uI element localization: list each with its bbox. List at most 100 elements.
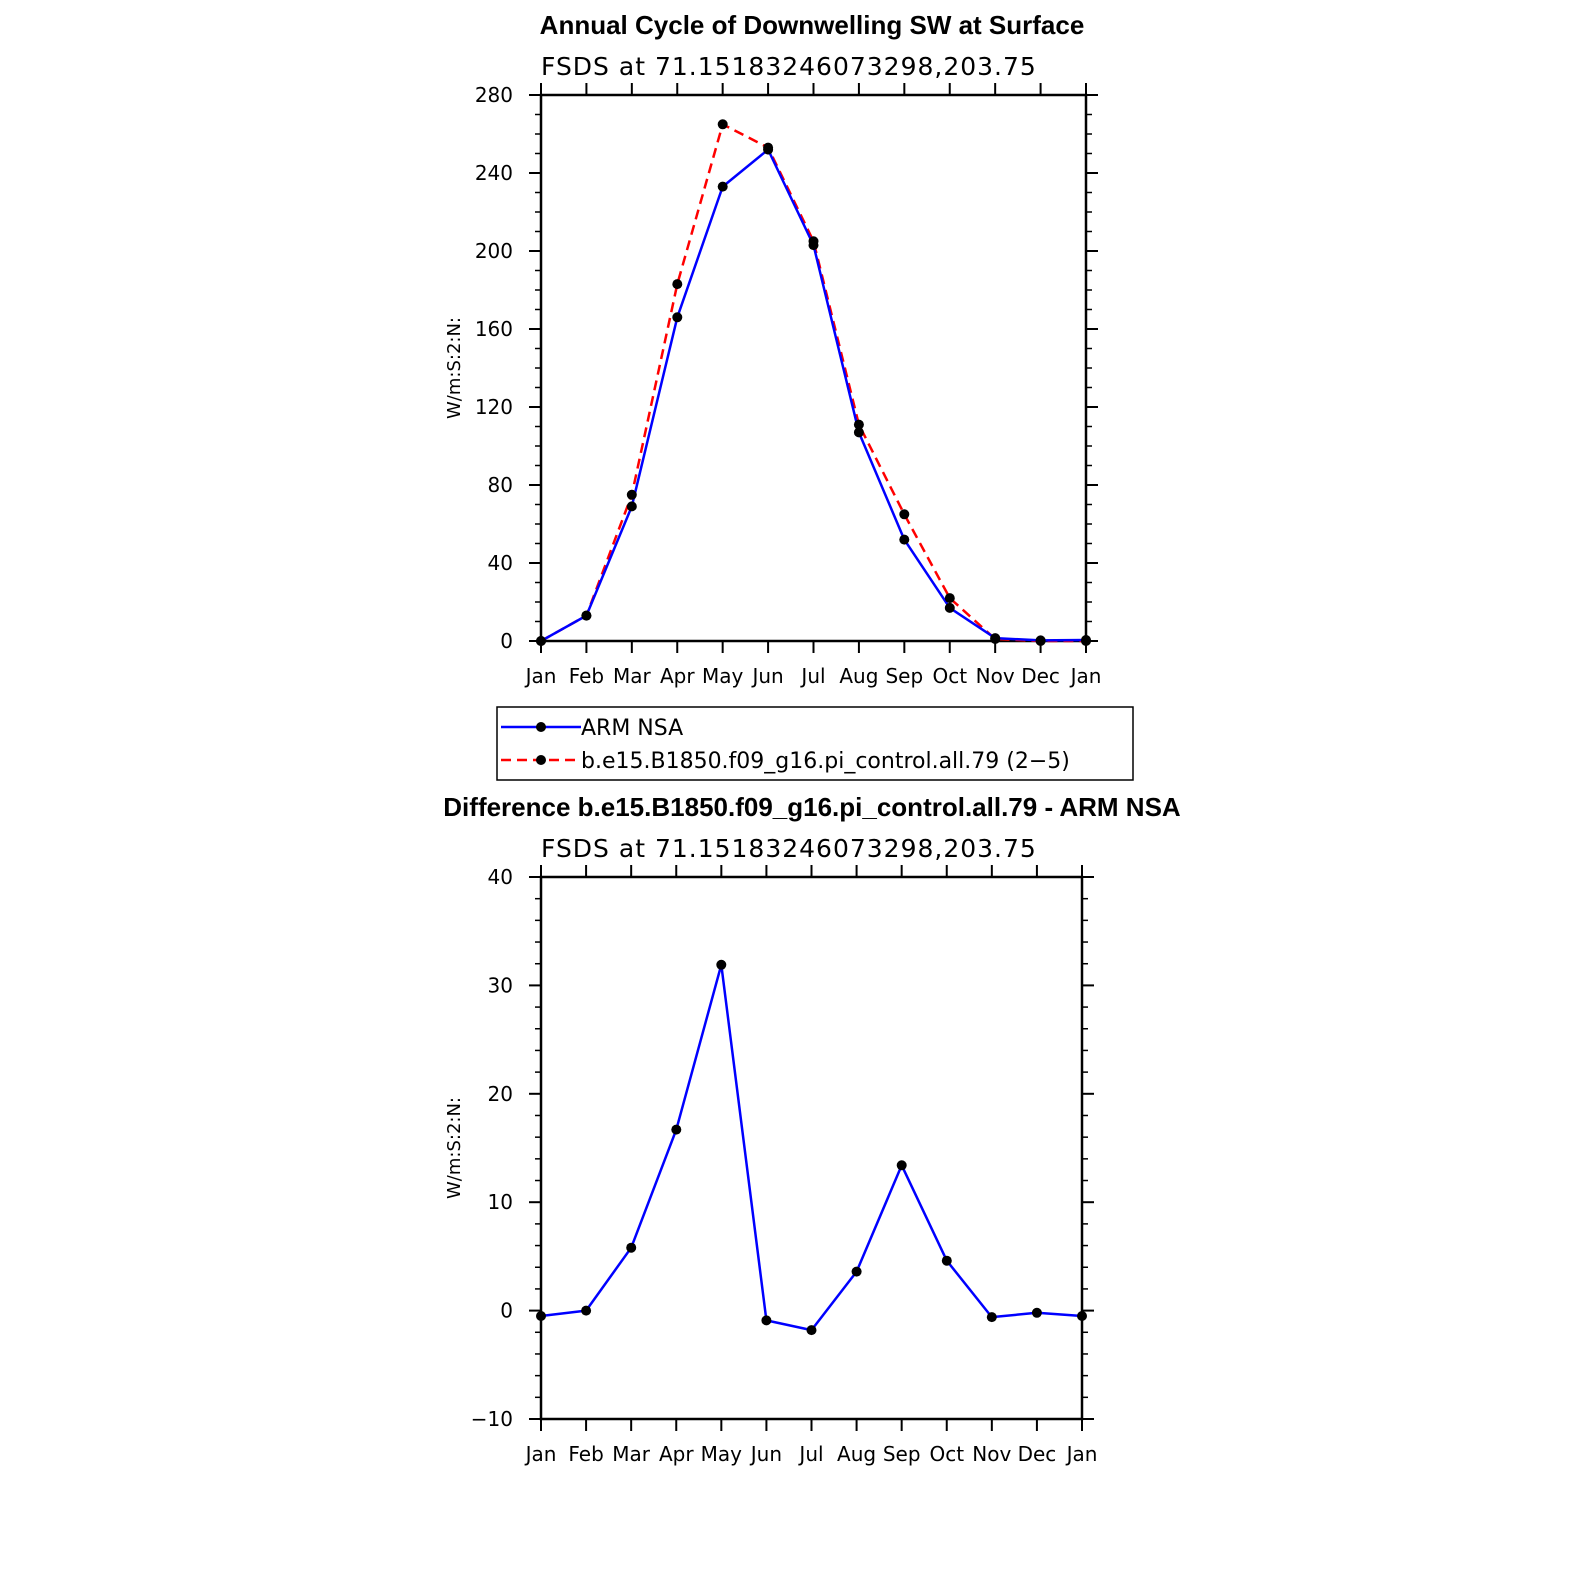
- y-tick-label: 40: [488, 551, 513, 575]
- data-point: [717, 119, 728, 130]
- chart-title: Difference b.e15.B1850.f09_g16.pi_contro…: [443, 792, 1181, 822]
- data-point: [1077, 1311, 1087, 1321]
- series-line: [540, 123, 1086, 643]
- axis-ticks: [529, 83, 1098, 653]
- data-point: [672, 312, 683, 323]
- data-point: [1031, 1307, 1042, 1318]
- legend-marker-model: [536, 755, 546, 765]
- x-tick-label: May: [701, 1442, 743, 1466]
- chart-title: Annual Cycle of Downwelling SW at Surfac…: [540, 10, 1085, 40]
- data-point: [944, 593, 955, 604]
- data-point: [581, 1305, 592, 1316]
- y-axis-label: W/m:S:2:N:: [444, 317, 465, 419]
- data-point: [896, 1160, 907, 1171]
- y-tick-label: 80: [488, 473, 513, 497]
- x-tick-labels: Jan Feb Mar Apr May Jun Jul Aug Sep Oct Nov Dec Jan: [524, 1442, 1098, 1466]
- y-tick-label: 0: [500, 629, 513, 653]
- axis-ticks: [529, 865, 1094, 1431]
- x-tick-label: Mar: [613, 664, 652, 688]
- data-point: [806, 1325, 817, 1336]
- data-point: [853, 427, 864, 438]
- data-point: [536, 1311, 546, 1321]
- x-tick-label: Jan: [524, 1442, 557, 1466]
- data-point: [626, 489, 637, 500]
- x-tick-label: May: [702, 664, 744, 688]
- data-point: [1081, 636, 1091, 646]
- data-point: [671, 1124, 682, 1135]
- plot-frame: [539, 875, 1084, 1421]
- y-tick-label: −10: [471, 1407, 513, 1431]
- x-tick-label: Jun: [749, 1442, 782, 1466]
- data-point: [990, 634, 1001, 644]
- data-point: [899, 534, 910, 545]
- chart-subtitle: FSDS at 71.15183246073298,203.75: [541, 834, 1037, 863]
- y-tick-labels: −10 0 10 20 30 40: [471, 865, 513, 1431]
- data-series: [536, 119, 1091, 646]
- y-tick-label: 10: [488, 1190, 513, 1214]
- x-tick-label: Oct: [929, 1442, 964, 1466]
- y-tick-label: 200: [475, 239, 513, 263]
- data-point: [808, 236, 819, 247]
- data-point: [716, 959, 727, 970]
- x-tick-label: Jan: [1065, 1442, 1098, 1466]
- series-line: [540, 148, 1087, 643]
- x-tick-label: Aug: [839, 664, 878, 688]
- data-point: [986, 1312, 997, 1323]
- x-tick-labels: Jan Feb Mar Apr May Jun Jul Aug Sep Oct Nov Dec Jan: [524, 664, 1102, 688]
- data-point: [672, 279, 683, 290]
- annual-cycle-chart: Annual Cycle of Downwelling SW at Surfac…: [444, 10, 1134, 781]
- chart-subtitle: FSDS at 71.15183246073298,203.75: [541, 52, 1037, 81]
- y-tick-label: 0: [500, 1299, 513, 1323]
- y-tick-label: 240: [475, 161, 513, 185]
- y-tick-label: 30: [488, 973, 513, 997]
- x-tick-label: Jul: [797, 1442, 823, 1466]
- y-tick-label: 280: [475, 83, 513, 107]
- legend-marker-arm-nsa: [536, 722, 546, 732]
- y-tick-label: 160: [475, 317, 513, 341]
- x-tick-label: Feb: [569, 664, 604, 688]
- y-tick-label: 20: [488, 1082, 513, 1106]
- difference-chart: Difference b.e15.B1850.f09_g16.pi_contro…: [443, 792, 1181, 1466]
- x-tick-label: Jan: [524, 664, 557, 688]
- y-axis-label: W/m:S:2:N:: [444, 1097, 465, 1199]
- data-series: [536, 959, 1087, 1336]
- x-tick-label: Dec: [1021, 664, 1060, 688]
- data-point: [581, 610, 592, 621]
- data-point: [761, 1315, 772, 1326]
- data-point: [851, 1266, 862, 1277]
- data-point: [763, 142, 774, 153]
- x-tick-label: Dec: [1018, 1442, 1057, 1466]
- data-point: [941, 1255, 952, 1266]
- data-point: [626, 501, 637, 512]
- data-point: [626, 1242, 637, 1253]
- x-tick-label: Feb: [568, 1442, 603, 1466]
- data-point: [944, 602, 955, 613]
- x-tick-label: Jul: [799, 664, 825, 688]
- legend-label-arm-nsa: ARM NSA: [581, 716, 683, 741]
- x-tick-label: Sep: [883, 1442, 921, 1466]
- legend-box: [496, 706, 1134, 781]
- plot-frame: [539, 93, 1088, 643]
- x-tick-label: Aug: [837, 1442, 876, 1466]
- x-tick-label: Apr: [659, 1442, 694, 1466]
- series-line: [540, 963, 1083, 1332]
- x-tick-label: Nov: [976, 664, 1015, 688]
- y-tick-label: 40: [488, 865, 513, 889]
- data-point: [899, 509, 910, 520]
- x-tick-label: Apr: [660, 664, 695, 688]
- x-tick-label: Sep: [885, 664, 923, 688]
- x-tick-label: Nov: [972, 1442, 1011, 1466]
- legend-label-model: b.e15.B1850.f09_g16.pi_control.all.79 (2…: [581, 749, 1070, 774]
- y-tick-label: 120: [475, 395, 513, 419]
- y-tick-labels: 0 40 80 120 160 200 240 280: [475, 83, 513, 653]
- data-point: [1035, 636, 1046, 646]
- x-tick-label: Oct: [932, 664, 967, 688]
- data-point: [717, 181, 728, 192]
- data-point: [536, 636, 546, 646]
- x-tick-label: Jan: [1069, 664, 1102, 688]
- legend: ARM NSA b.e15.B1850.f09_g16.pi_control.a…: [496, 706, 1134, 781]
- x-tick-label: Jun: [750, 664, 783, 688]
- data-point: [853, 419, 864, 430]
- x-tick-label: Mar: [612, 1442, 651, 1466]
